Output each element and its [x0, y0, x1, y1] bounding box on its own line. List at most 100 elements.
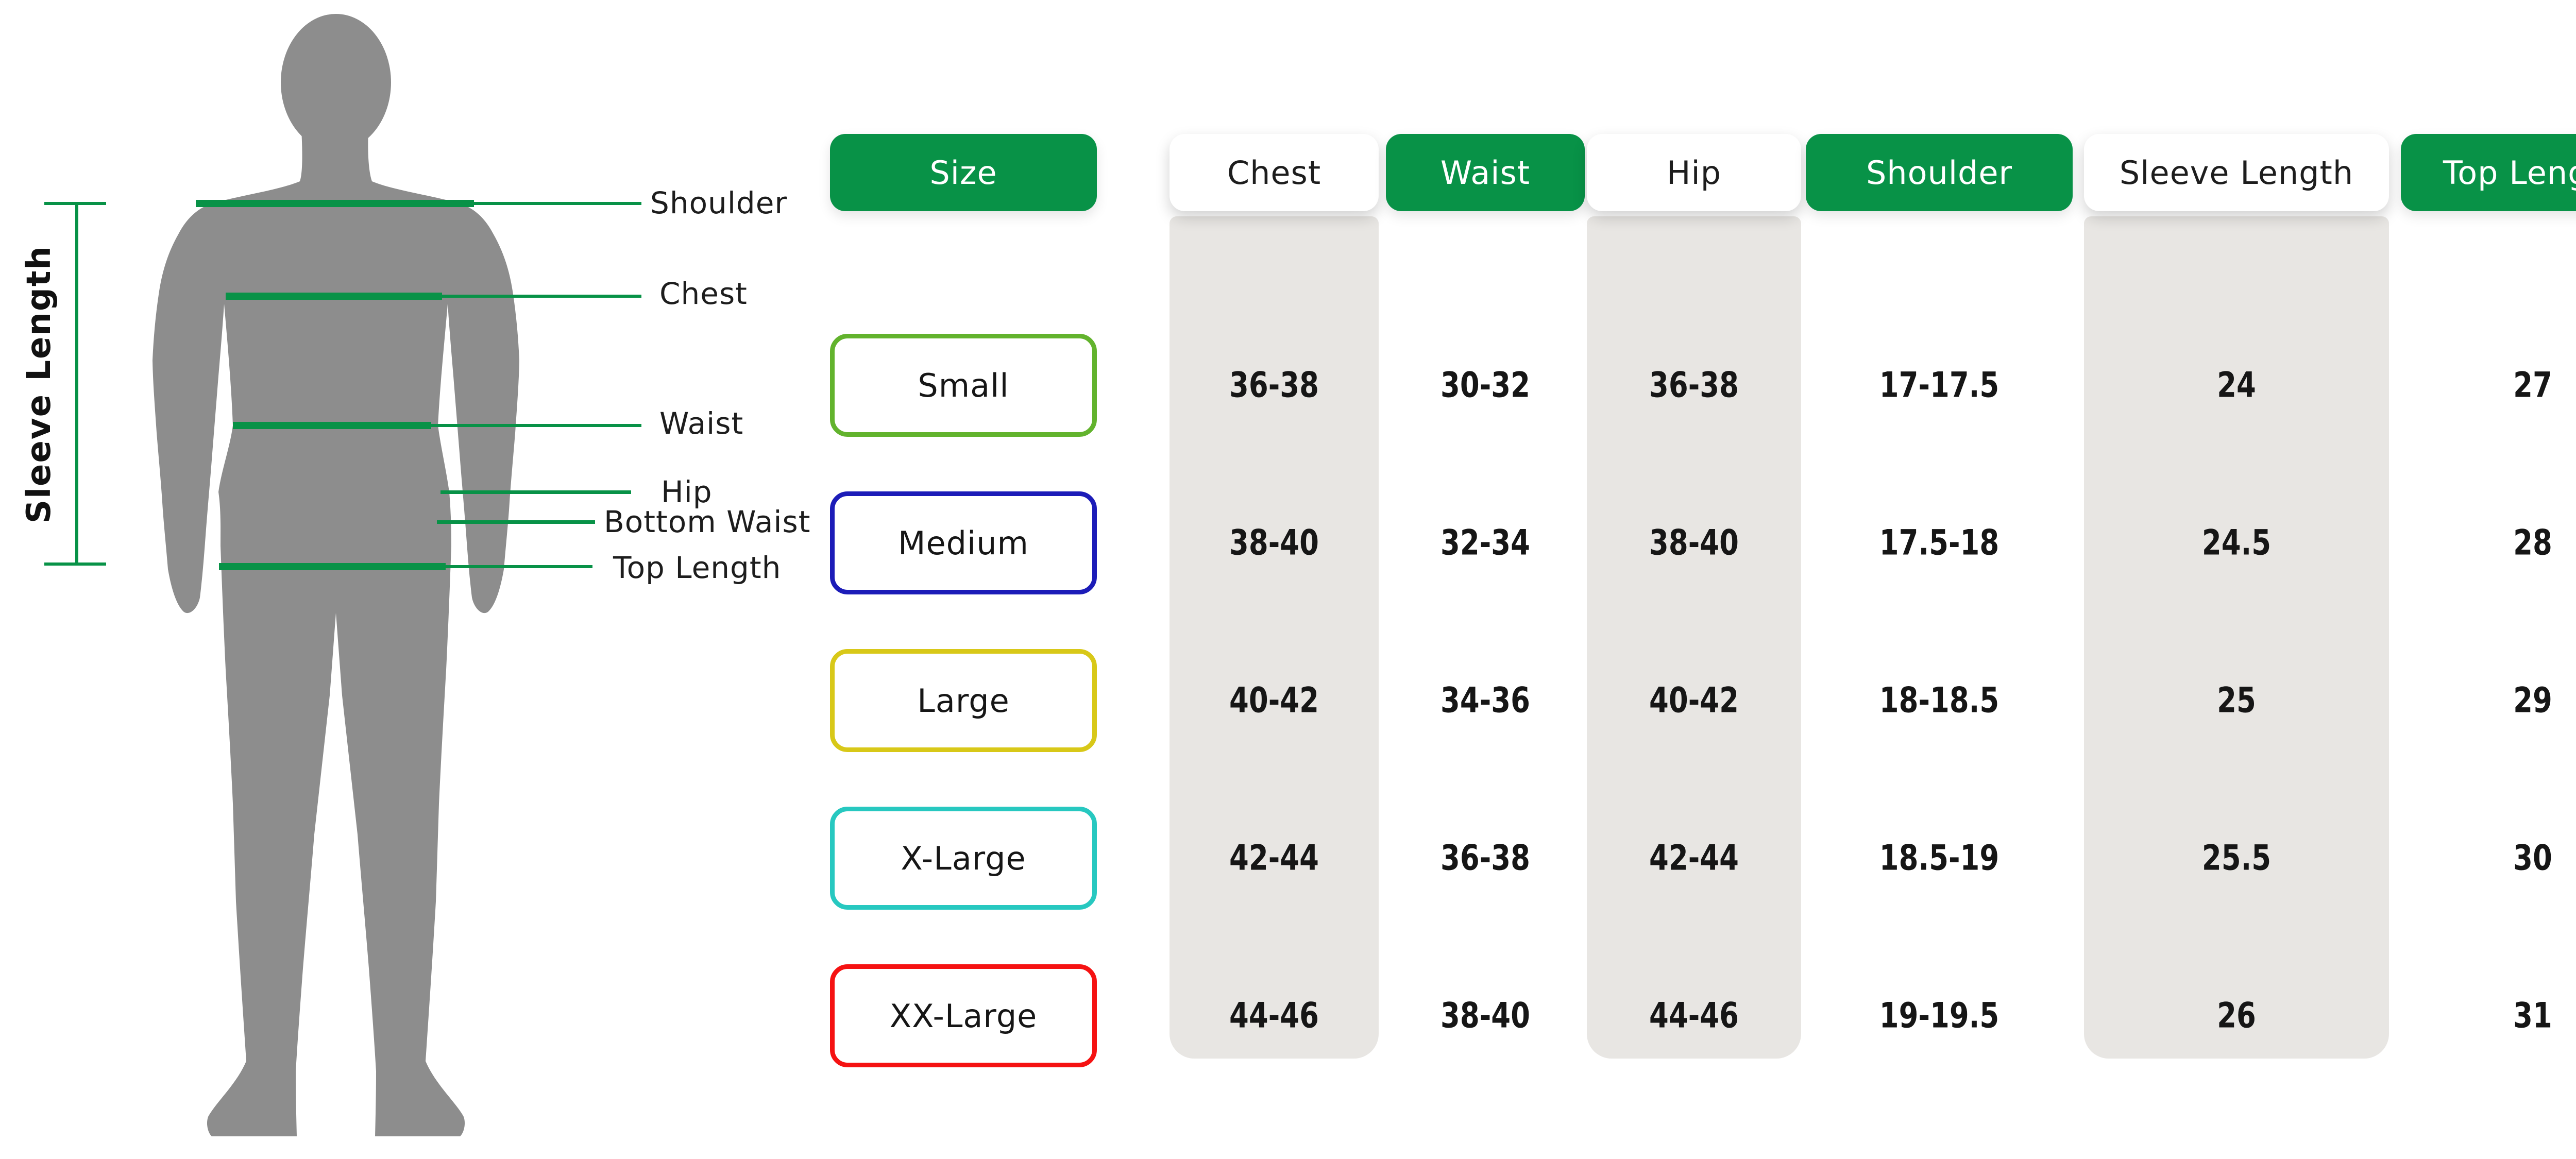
top-length-line-thick	[219, 563, 446, 570]
cell-value: 27	[2513, 365, 2552, 406]
cell-medium-chest: 38-40	[1229, 523, 1319, 564]
silhouette-head	[281, 14, 391, 151]
cell-value: 36-38	[1649, 365, 1739, 406]
column-stripe-hip	[1587, 216, 1801, 1059]
column-header-label-hip: Hip	[1666, 154, 1722, 192]
cell-value: 18.5-19	[1879, 838, 1999, 879]
cell-value: 31	[2513, 995, 2552, 1036]
cell-value: 44-46	[1229, 995, 1319, 1036]
cell-value: 24.5	[2201, 522, 2272, 564]
size-box-xx-large: XX-Large	[830, 964, 1097, 1067]
cell-xx-large-hip: 44-46	[1649, 996, 1739, 1036]
size-box-small: Small	[830, 334, 1097, 437]
cell-medium-shoulder: 17.5-18	[1879, 523, 1999, 564]
label-shoulder: Shoulder	[650, 185, 788, 220]
cell-medium-top-length: 28	[2513, 523, 2552, 564]
cell-value: 32-34	[1440, 522, 1530, 564]
label-bottom-waist: Bottom Waist	[604, 504, 811, 539]
cell-value: 38-40	[1649, 522, 1739, 564]
column-stripe-chest	[1170, 216, 1379, 1059]
header-size-label: Size	[929, 154, 997, 192]
size-box-medium: Medium	[830, 491, 1097, 594]
cell-x-large-waist: 36-38	[1440, 838, 1530, 879]
size-box-large: Large	[830, 649, 1097, 752]
cell-xx-large-top-length: 31	[2513, 996, 2552, 1036]
column-header-chest: Chest	[1170, 134, 1379, 211]
waist-line-thin	[430, 424, 641, 427]
cell-large-shoulder: 18-18.5	[1879, 680, 1999, 721]
shoulder-line-thick	[196, 200, 474, 207]
cell-medium-hip: 38-40	[1649, 523, 1739, 564]
header-size: Size	[830, 134, 1097, 211]
cell-value: 44-46	[1649, 995, 1739, 1036]
hip-line	[440, 490, 631, 494]
cell-value: 30	[2513, 838, 2552, 879]
cell-small-waist: 30-32	[1440, 365, 1530, 406]
cell-xx-large-waist: 38-40	[1440, 996, 1530, 1036]
shoulder-line-thin	[473, 202, 641, 205]
column-header-top-length: Top Length	[2401, 134, 2576, 211]
cell-medium-waist: 32-34	[1440, 523, 1530, 564]
column-stripe-sleeve-length	[2084, 216, 2389, 1059]
cell-large-top-length: 29	[2513, 680, 2552, 721]
cell-value: 26	[2217, 995, 2256, 1036]
cell-small-top-length: 27	[2513, 365, 2552, 406]
cell-value: 30-32	[1440, 365, 1530, 406]
cell-value: 36-38	[1440, 838, 1530, 879]
label-hip: Hip	[661, 474, 713, 509]
cell-value: 18-18.5	[1879, 680, 1999, 721]
column-header-shoulder: Shoulder	[1806, 134, 2073, 211]
column-header-sleeve-length: Sleeve Length	[2084, 134, 2389, 211]
cell-value: 40-42	[1649, 680, 1739, 721]
size-box-label: X-Large	[901, 839, 1026, 877]
cell-value: 40-42	[1229, 680, 1319, 721]
cell-x-large-chest: 42-44	[1229, 838, 1319, 879]
cell-value: 34-36	[1440, 680, 1530, 721]
cell-value: 38-40	[1229, 522, 1319, 564]
cell-x-large-sleeve-length: 25.5	[2202, 838, 2271, 879]
cell-value: 19-19.5	[1879, 995, 1999, 1036]
label-waist: Waist	[659, 406, 744, 441]
top-length-line-thin	[444, 565, 592, 568]
cell-medium-sleeve-length: 24.5	[2202, 523, 2271, 564]
cell-value: 42-44	[1649, 838, 1739, 879]
cell-small-chest: 36-38	[1229, 365, 1319, 406]
cell-value: 29	[2513, 680, 2552, 721]
size-box-label: XX-Large	[889, 997, 1038, 1035]
cell-large-chest: 40-42	[1229, 680, 1319, 721]
chest-line-thin	[440, 295, 641, 298]
cell-large-hip: 40-42	[1649, 680, 1739, 721]
silhouette-body	[152, 130, 519, 1136]
label-top-length: Top Length	[613, 550, 782, 585]
body-silhouette-graphic	[44, 14, 641, 1136]
waist-line-thick	[233, 422, 431, 429]
cell-large-sleeve-length: 25	[2217, 680, 2256, 721]
bottom-waist-line	[437, 520, 595, 524]
cell-x-large-top-length: 30	[2513, 838, 2552, 879]
sleeve-length-bracket-line	[75, 203, 78, 564]
chest-line-thick	[226, 293, 442, 300]
sleeve-length-bracket-bottom-cap	[44, 563, 106, 566]
cell-value: 25.5	[2201, 838, 2272, 879]
cell-xx-large-chest: 44-46	[1229, 996, 1319, 1036]
cell-small-hip: 36-38	[1649, 365, 1739, 406]
cell-xx-large-sleeve-length: 26	[2217, 996, 2256, 1036]
cell-value: 24	[2217, 365, 2256, 406]
size-box-label: Medium	[898, 524, 1029, 562]
cell-value: 25	[2217, 680, 2256, 721]
cell-small-shoulder: 17-17.5	[1879, 365, 1999, 406]
size-box-x-large: X-Large	[830, 807, 1097, 910]
column-header-label-top-length: Top Length	[2443, 154, 2576, 192]
cell-value: 17.5-18	[1879, 522, 1999, 564]
cell-value: 38-40	[1440, 995, 1530, 1036]
column-header-waist: Waist	[1386, 134, 1585, 211]
cell-value: 28	[2513, 522, 2552, 564]
cell-small-sleeve-length: 24	[2217, 365, 2256, 406]
column-header-label-waist: Waist	[1440, 154, 1531, 192]
cell-x-large-hip: 42-44	[1649, 838, 1739, 879]
cell-value: 36-38	[1229, 365, 1319, 406]
sleeve-length-bracket-top-cap	[44, 202, 106, 205]
cell-value: 42-44	[1229, 838, 1319, 879]
